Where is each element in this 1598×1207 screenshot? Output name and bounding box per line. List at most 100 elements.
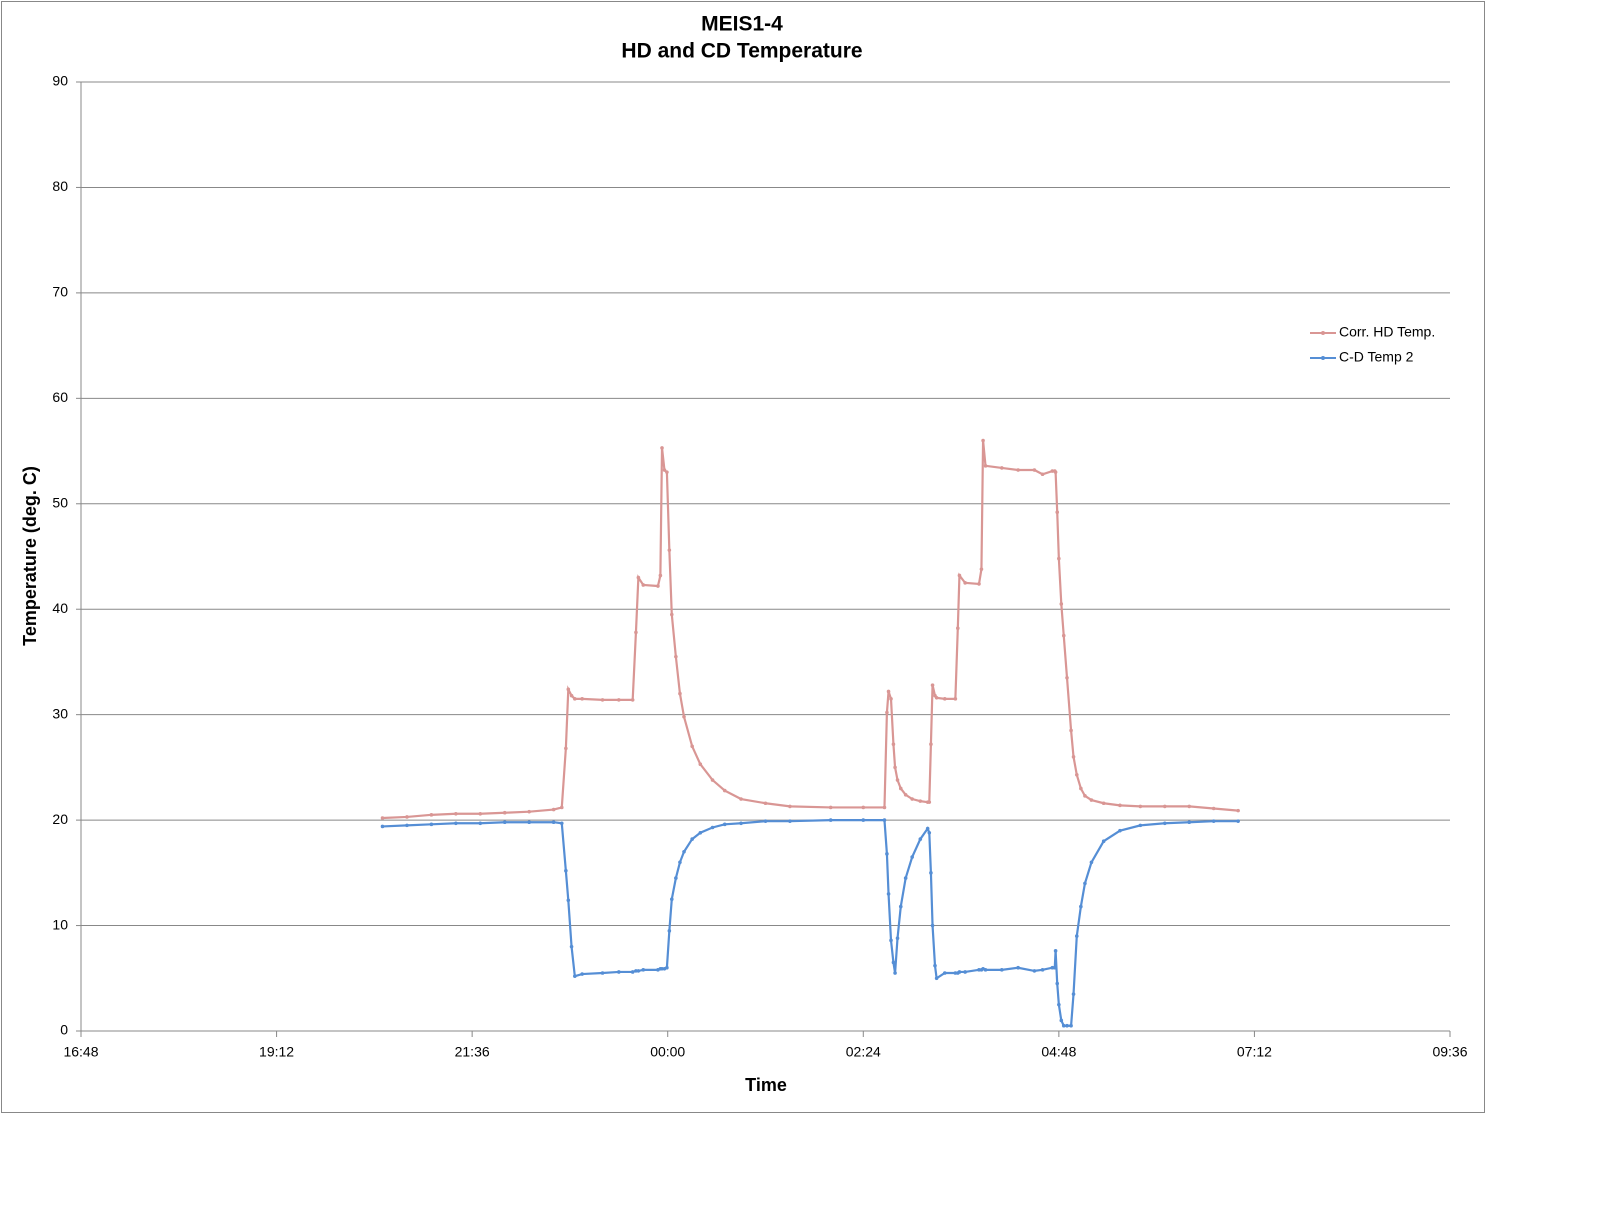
data-point (1074, 772, 1079, 777)
data-point (1032, 468, 1037, 472)
data-point (502, 820, 507, 825)
data-point (983, 464, 988, 468)
data-point (1065, 675, 1069, 680)
data-point (885, 710, 889, 715)
data-point (564, 746, 568, 751)
y-axis-title: Temperature (deg. C) (20, 466, 40, 646)
data-point (630, 698, 635, 702)
data-point (682, 849, 686, 854)
x-tick-label: 02:24 (846, 1044, 881, 1060)
series-line (382, 440, 1239, 820)
data-point (478, 821, 483, 826)
data-point (1000, 466, 1004, 470)
data-point (678, 691, 682, 696)
data-point (963, 970, 967, 974)
data-point (895, 936, 900, 941)
data-point (710, 778, 715, 782)
data-point (953, 697, 958, 701)
data-point (963, 581, 967, 585)
data-point (910, 855, 914, 859)
data-point (1055, 510, 1060, 515)
data-point (1016, 468, 1020, 472)
data-point (979, 567, 984, 571)
data-point (527, 820, 531, 825)
data-point (927, 800, 932, 804)
data-point (1089, 798, 1094, 802)
data-point (933, 963, 937, 968)
data-point (895, 778, 900, 782)
data-point (478, 811, 483, 816)
x-tick-label: 07:12 (1237, 1044, 1272, 1060)
data-point (665, 470, 669, 474)
data-point (690, 837, 694, 841)
data-point (983, 968, 988, 972)
data-point (886, 689, 891, 694)
data-point (380, 816, 385, 820)
data-point (636, 575, 641, 580)
data-point (660, 446, 664, 450)
data-point (828, 818, 833, 822)
data-point (636, 969, 641, 973)
data-point (763, 819, 768, 823)
data-point (1079, 904, 1083, 909)
data-point (929, 742, 933, 746)
data-point (942, 697, 947, 701)
data-point (1071, 755, 1076, 759)
data-point (981, 438, 985, 443)
y-tick-label: 10 (52, 916, 68, 932)
data-point (1032, 969, 1037, 973)
x-tick-label: 19:12 (259, 1044, 294, 1060)
data-point (918, 799, 923, 803)
data-point (573, 974, 577, 978)
data-point (722, 788, 727, 793)
data-point (551, 820, 556, 825)
y-tick-label: 0 (60, 1022, 68, 1038)
data-point (1083, 881, 1087, 886)
data-point (1118, 803, 1122, 808)
data-point (828, 805, 833, 810)
data-point (1053, 949, 1058, 953)
data-point (600, 971, 605, 975)
data-point (617, 970, 621, 974)
data-point (656, 584, 660, 588)
data-point (722, 822, 727, 827)
data-point (930, 923, 935, 928)
legend-marker (1321, 356, 1325, 360)
data-point (1211, 806, 1216, 811)
data-point (1055, 981, 1060, 986)
data-point (882, 805, 887, 810)
data-point (1162, 821, 1167, 826)
chart-title: MEIS1-4 (701, 13, 783, 36)
data-point (903, 876, 908, 880)
data-point (682, 714, 686, 719)
data-point (569, 944, 574, 949)
y-tick-label: 90 (52, 73, 68, 89)
y-tick-label: 50 (52, 494, 68, 510)
data-point (690, 744, 694, 749)
data-point (885, 852, 889, 856)
data-point (1187, 804, 1192, 809)
data-point (977, 582, 981, 586)
data-point (1089, 860, 1094, 865)
data-point (889, 938, 893, 943)
data-point (882, 818, 887, 822)
data-point (566, 898, 571, 903)
data-point (739, 797, 743, 801)
data-point (934, 976, 939, 981)
chart-subtitle: HD and CD Temperature (621, 40, 862, 63)
y-tick-label: 60 (52, 389, 68, 405)
y-tick-label: 80 (52, 178, 68, 194)
data-point (1079, 786, 1083, 791)
data-point (551, 807, 556, 812)
data-point (957, 970, 962, 974)
data-point (454, 811, 458, 816)
data-point (674, 654, 678, 659)
data-point (1101, 801, 1106, 806)
data-point (1059, 602, 1064, 606)
data-point (1040, 472, 1045, 477)
data-point (573, 697, 577, 701)
data-point (600, 698, 605, 702)
data-point (674, 876, 678, 880)
data-point (580, 972, 584, 976)
x-axis-title: Time (745, 1075, 787, 1095)
